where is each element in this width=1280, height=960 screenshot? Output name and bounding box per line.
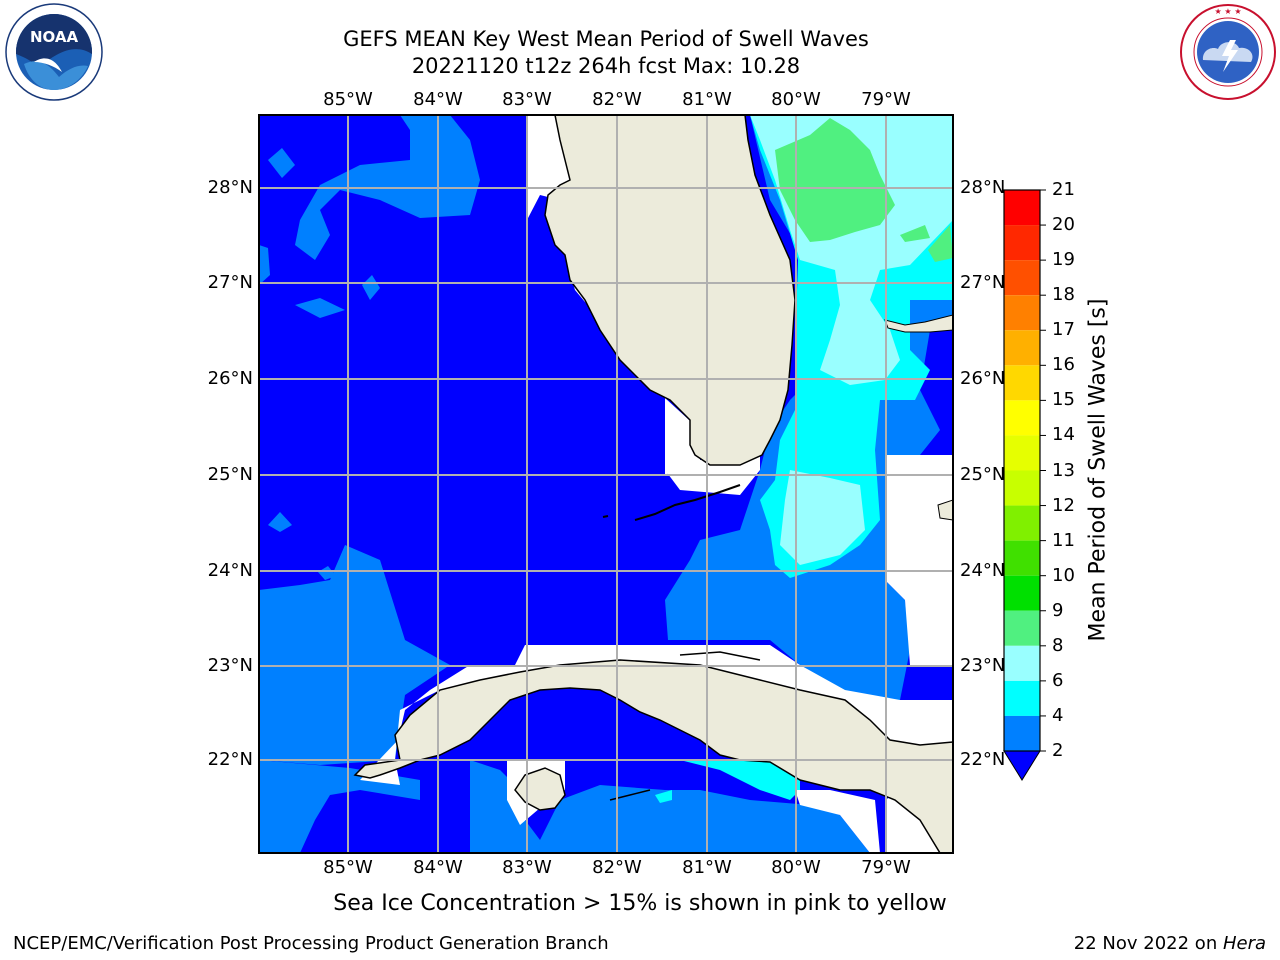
lat-label-left: 24°N <box>207 560 253 581</box>
land-florida <box>544 115 796 466</box>
colorbar-tick-label: 6 <box>1052 669 1064 691</box>
colorbar-band <box>1004 680 1040 716</box>
lat-label-left: 22°N <box>207 749 253 770</box>
period-9-10-regions <box>775 118 953 262</box>
lon-label-top: 85°W <box>323 89 373 110</box>
colorbar-tick-label: 15 <box>1052 389 1075 411</box>
colorbar-tick-label: 14 <box>1052 424 1075 446</box>
lat-label-right: 27°N <box>960 272 1006 293</box>
colorbar-band <box>1004 610 1040 646</box>
colorbar-tick-label: 17 <box>1052 319 1075 341</box>
colorbar-tick-label: 8 <box>1052 634 1064 656</box>
lat-label-right: 26°N <box>960 368 1006 389</box>
colorbar-tick-label: 19 <box>1052 249 1075 271</box>
colorbar-band <box>1004 645 1040 681</box>
colorbar-band <box>1004 540 1040 576</box>
colorbar-tick-label: 12 <box>1052 494 1075 516</box>
colorbar-band <box>1004 470 1040 506</box>
plot-title-line2: 20221120 t12z 264h fcst Max: 10.28 <box>411 54 801 78</box>
land-florida-keys <box>634 484 741 521</box>
lon-label-bottom: 84°W <box>413 857 463 878</box>
footer-right: 22 Nov 2022 on Hera <box>1074 933 1266 954</box>
land-grand-bahama <box>884 314 953 333</box>
lon-label-top: 80°W <box>771 89 821 110</box>
lat-label-right: 23°N <box>960 655 1006 676</box>
lon-label-top: 79°W <box>861 89 911 110</box>
lon-label-bottom: 83°W <box>502 857 552 878</box>
lon-label-bottom: 81°W <box>682 857 732 878</box>
lon-label-top: 84°W <box>413 89 463 110</box>
lat-label-left: 28°N <box>207 177 253 198</box>
colorbar-band <box>1004 260 1040 296</box>
colorbar <box>1003 189 1046 781</box>
colorbar-band <box>1004 225 1040 261</box>
colorbar-tick-label: 13 <box>1052 459 1075 481</box>
lon-label-top: 83°W <box>502 89 552 110</box>
colorbar-band <box>1004 400 1040 436</box>
footer-machine: Hera <box>1222 933 1266 954</box>
plot-title-line1: GEFS MEAN Key West Mean Period of Swell … <box>343 27 869 51</box>
colorbar-tick-label: 21 <box>1052 179 1075 200</box>
lon-label-top: 81°W <box>682 89 732 110</box>
lon-label-bottom: 80°W <box>771 857 821 878</box>
colorbar-band <box>1004 505 1040 541</box>
map-grid <box>259 115 953 853</box>
colorbar-tick-label: 18 <box>1052 284 1075 306</box>
lat-label-left: 26°N <box>207 368 253 389</box>
nws-logo: ★ ★ ★ <box>1178 2 1278 102</box>
colorbar-label: Mean Period of Swell Waves [s] <box>1085 298 1111 642</box>
colorbar-band <box>1004 190 1040 226</box>
colorbar-band <box>1004 435 1040 471</box>
colorbar-tick-label: 2 <box>1052 740 1064 761</box>
lat-label-right: 24°N <box>960 560 1006 581</box>
lat-label-right: 22°N <box>960 749 1006 770</box>
colorbar-tick-label: 4 <box>1052 704 1064 726</box>
lon-label-bottom: 82°W <box>592 857 642 878</box>
footer-date: 22 Nov 2022 on <box>1073 933 1223 954</box>
lat-label-left: 23°N <box>207 655 253 676</box>
lon-label-bottom: 85°W <box>323 857 373 878</box>
svg-text:★ ★ ★: ★ ★ ★ <box>1214 7 1241 16</box>
lon-label-bottom: 79°W <box>861 857 911 878</box>
footer-left: NCEP/EMC/Verification Post Processing Pr… <box>13 933 609 954</box>
lon-label-top: 82°W <box>592 89 642 110</box>
colorbar-tick-label: 11 <box>1052 529 1075 551</box>
lat-label-left: 27°N <box>207 272 253 293</box>
lat-label-right: 25°N <box>960 464 1006 485</box>
colorbar-band <box>1004 295 1040 331</box>
colorbar-band <box>1004 575 1040 611</box>
colorbar-band <box>1004 330 1040 366</box>
colorbar-band <box>1004 365 1040 401</box>
colorbar-band <box>1004 715 1040 751</box>
land-cuba <box>353 659 953 853</box>
noaa-logo-text: NOAA <box>30 28 79 46</box>
colorbar-tick-label: 10 <box>1052 564 1075 586</box>
noaa-logo: NOAA <box>4 2 104 102</box>
colorbar-tick-label: 16 <box>1052 354 1075 376</box>
sea-ice-caption: Sea Ice Concentration > 15% is shown in … <box>333 891 947 916</box>
lat-label-left: 25°N <box>207 464 253 485</box>
map-frame <box>258 114 954 854</box>
colorbar-tick-label: 9 <box>1052 599 1064 621</box>
colorbar-tick-label: 20 <box>1052 214 1075 236</box>
lat-label-right: 28°N <box>960 177 1006 198</box>
colorbar-extend-min <box>1003 750 1041 781</box>
land-andros <box>937 499 953 521</box>
